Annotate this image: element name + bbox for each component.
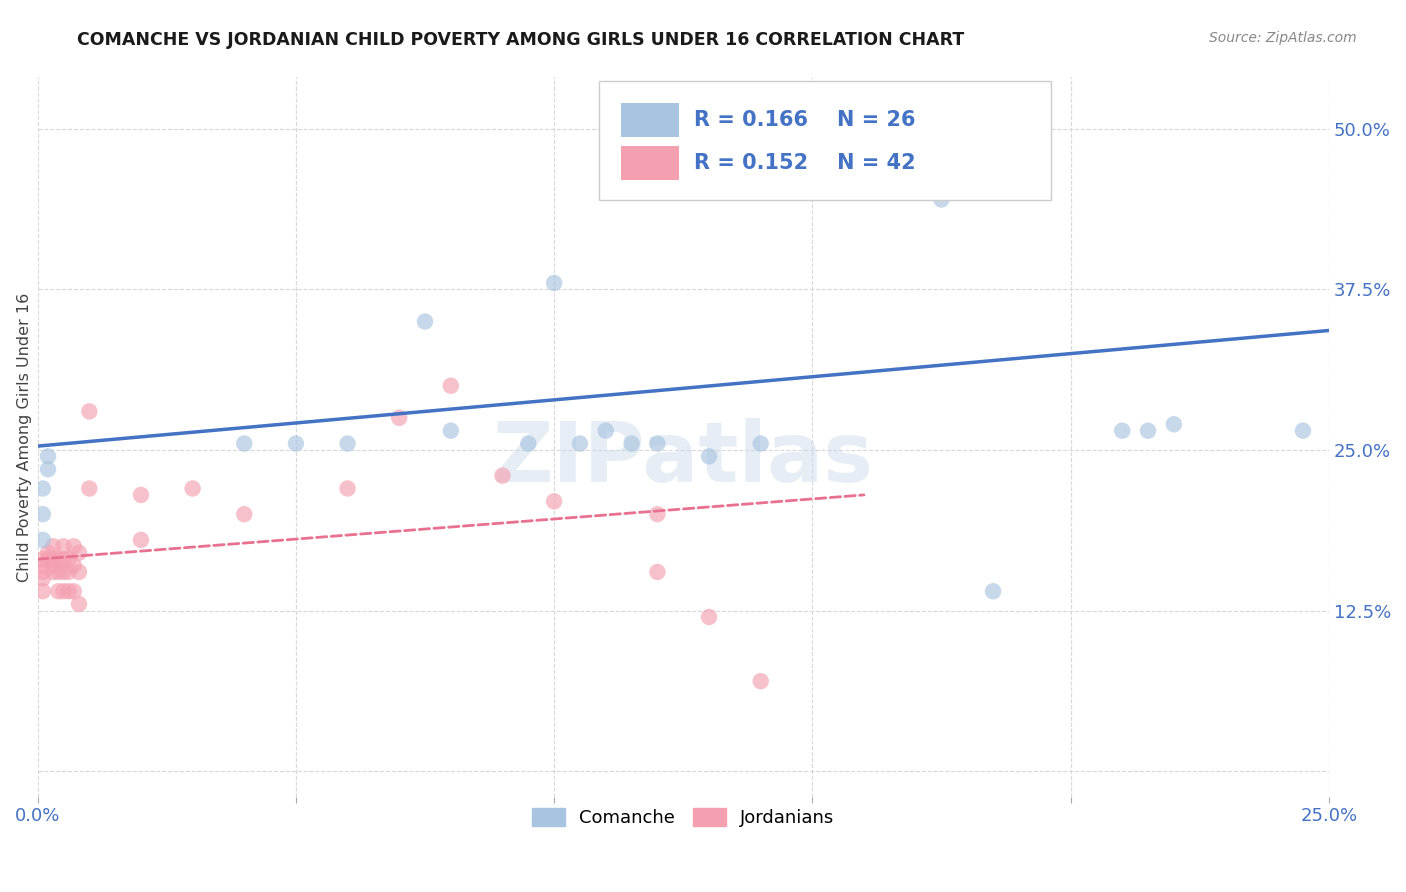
Point <box>568 436 591 450</box>
Point <box>52 565 75 579</box>
Point <box>1292 424 1315 438</box>
Text: Source: ZipAtlas.com: Source: ZipAtlas.com <box>1209 31 1357 45</box>
FancyBboxPatch shape <box>599 81 1052 200</box>
Legend: Comanche, Jordanians: Comanche, Jordanians <box>524 801 841 835</box>
Point <box>31 482 53 496</box>
Point <box>42 552 65 566</box>
Point <box>1137 424 1160 438</box>
Point <box>52 552 75 566</box>
FancyBboxPatch shape <box>621 103 679 137</box>
Point <box>181 482 204 496</box>
Text: ZIPatlas: ZIPatlas <box>492 418 873 500</box>
Text: COMANCHE VS JORDANIAN CHILD POVERTY AMONG GIRLS UNDER 16 CORRELATION CHART: COMANCHE VS JORDANIAN CHILD POVERTY AMON… <box>77 31 965 49</box>
Point <box>42 558 65 573</box>
Point <box>336 436 359 450</box>
Point <box>52 539 75 553</box>
Point <box>413 314 436 328</box>
Point <box>1111 424 1133 438</box>
Point <box>37 462 59 476</box>
Point <box>58 584 80 599</box>
Point <box>233 507 256 521</box>
Point <box>440 424 463 438</box>
Point <box>31 571 53 585</box>
Point <box>620 436 643 450</box>
Point <box>37 450 59 464</box>
Point <box>67 546 90 560</box>
Point <box>58 552 80 566</box>
Point <box>697 450 720 464</box>
Point <box>697 610 720 624</box>
Point <box>31 565 53 579</box>
Point <box>129 533 152 547</box>
Point <box>37 546 59 560</box>
Point <box>67 565 90 579</box>
Point <box>63 539 86 553</box>
Point <box>31 533 53 547</box>
Point <box>63 558 86 573</box>
Point <box>31 507 53 521</box>
Point <box>517 436 540 450</box>
FancyBboxPatch shape <box>621 145 679 180</box>
Point <box>37 552 59 566</box>
Point <box>440 378 463 392</box>
Point <box>931 193 953 207</box>
Text: R = 0.166    N = 26: R = 0.166 N = 26 <box>693 110 915 130</box>
Point <box>46 552 69 566</box>
Point <box>491 468 513 483</box>
Point <box>46 584 69 599</box>
Point <box>647 436 669 450</box>
Point <box>543 276 565 290</box>
Point <box>284 436 307 450</box>
Point <box>1163 417 1185 432</box>
Point <box>981 584 1004 599</box>
Point <box>595 424 617 438</box>
Point <box>647 507 669 521</box>
Point <box>42 565 65 579</box>
Point <box>31 552 53 566</box>
Point <box>749 436 772 450</box>
Point <box>129 488 152 502</box>
Point <box>67 597 90 611</box>
Point <box>42 539 65 553</box>
Point <box>79 404 101 418</box>
Point <box>58 565 80 579</box>
Y-axis label: Child Poverty Among Girls Under 16: Child Poverty Among Girls Under 16 <box>17 293 32 582</box>
Point <box>749 674 772 689</box>
Point <box>388 410 411 425</box>
Point <box>31 584 53 599</box>
Point <box>31 558 53 573</box>
Point <box>63 584 86 599</box>
Point <box>647 565 669 579</box>
Point <box>543 494 565 508</box>
Point <box>52 584 75 599</box>
Point <box>879 179 901 194</box>
Point <box>79 482 101 496</box>
Text: R = 0.152    N = 42: R = 0.152 N = 42 <box>693 153 915 173</box>
Point <box>233 436 256 450</box>
Point <box>46 565 69 579</box>
Point <box>827 141 849 155</box>
Point <box>336 482 359 496</box>
